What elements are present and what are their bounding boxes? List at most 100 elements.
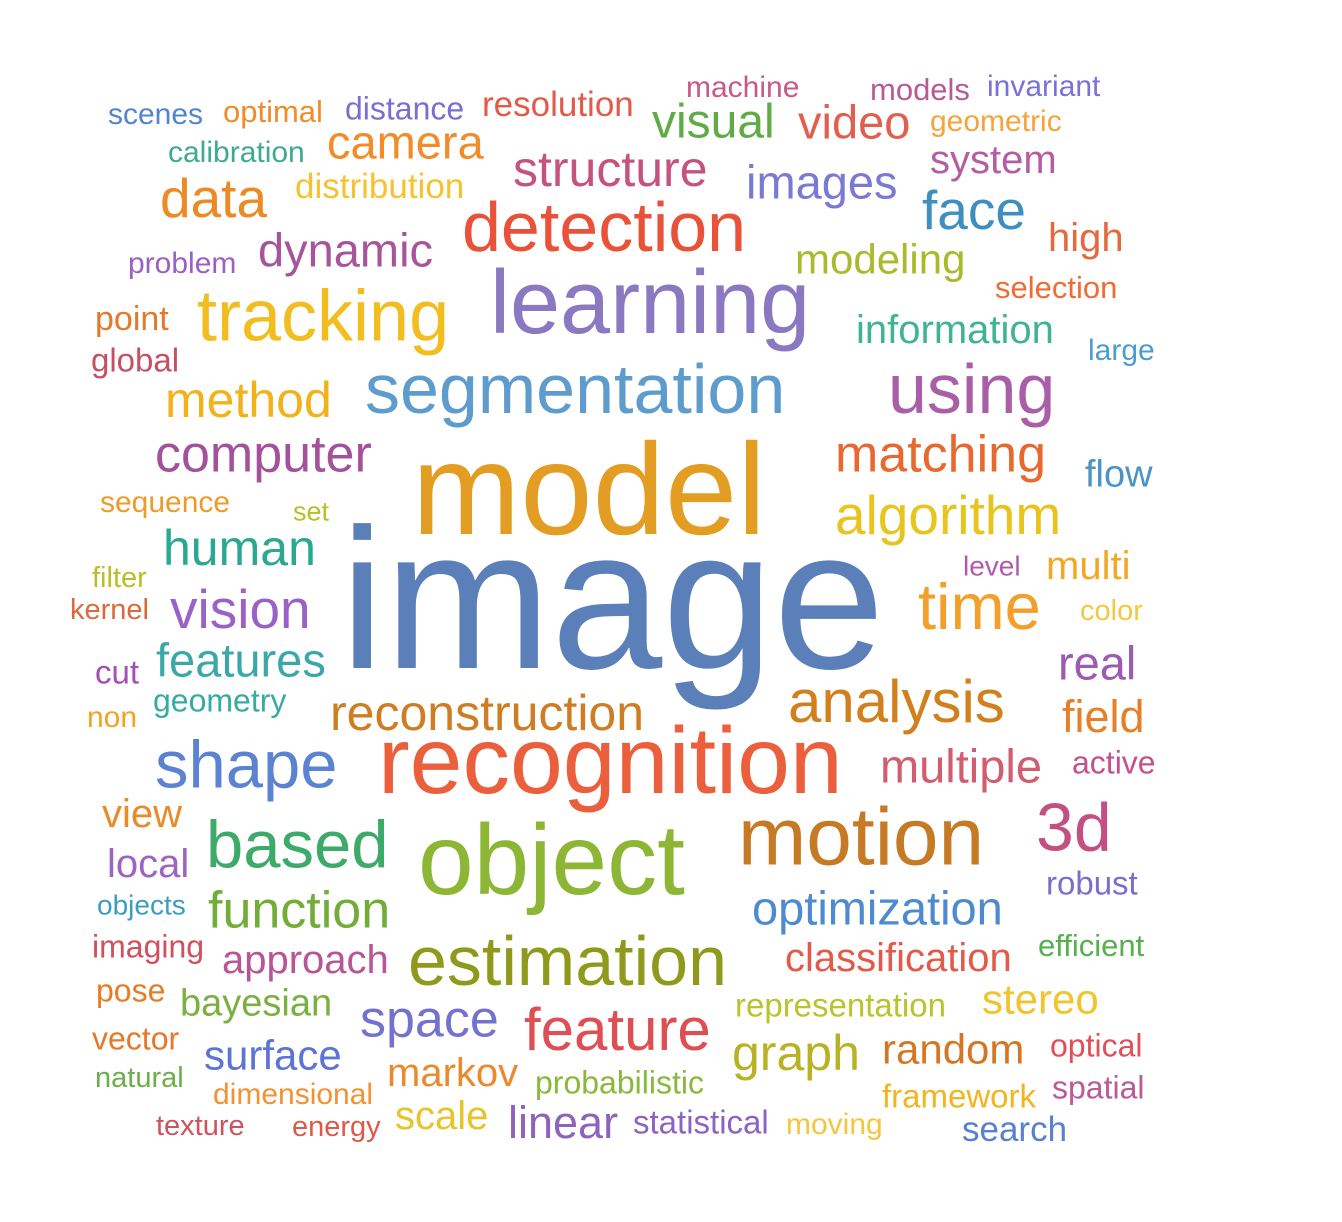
- word-estimation: estimation: [408, 922, 728, 1000]
- word-level: level: [963, 550, 1021, 582]
- word-active: active: [1072, 744, 1156, 781]
- word-pose: pose: [96, 972, 166, 1009]
- word-view: view: [102, 792, 183, 836]
- word-video: video: [798, 95, 911, 149]
- word-camera: camera: [327, 115, 484, 169]
- word-optimal: optimal: [223, 94, 323, 130]
- word-segmentation: segmentation: [365, 350, 786, 428]
- word-natural: natural: [95, 1061, 184, 1094]
- word-motion: motion: [738, 791, 985, 883]
- word-random: random: [882, 1025, 1025, 1073]
- word-detection: detection: [462, 188, 747, 266]
- word-search: search: [962, 1110, 1068, 1149]
- word-recognition: recognition: [378, 708, 843, 814]
- word-space: space: [360, 990, 499, 1049]
- word-object: object: [418, 804, 685, 916]
- word-distribution: distribution: [295, 167, 465, 206]
- word-learning: learning: [490, 253, 811, 353]
- word-color: color: [1080, 594, 1143, 627]
- word-real: real: [1058, 636, 1137, 690]
- word-system: system: [930, 138, 1057, 182]
- word-texture: texture: [156, 1109, 245, 1142]
- word-selection: selection: [995, 270, 1118, 306]
- word-visual: visual: [652, 95, 775, 149]
- word-calibration: calibration: [168, 136, 305, 169]
- word-image: image: [340, 488, 885, 711]
- word-shape: shape: [155, 727, 338, 803]
- word-classification: classification: [785, 936, 1012, 980]
- word-large: large: [1088, 334, 1155, 367]
- word-kernel: kernel: [70, 593, 149, 626]
- word-spatial: spatial: [1052, 1069, 1145, 1106]
- word-algorithm: algorithm: [835, 484, 1062, 546]
- word-vision: vision: [170, 578, 311, 640]
- word-markov: markov: [387, 1051, 519, 1095]
- word-flow: flow: [1085, 453, 1153, 496]
- word-high: high: [1048, 216, 1124, 260]
- word-modeling: modeling: [795, 235, 966, 283]
- word-human: human: [163, 520, 316, 576]
- word-resolution: resolution: [482, 85, 634, 124]
- word-objects: objects: [97, 889, 186, 921]
- word-imaging: imaging: [92, 928, 205, 965]
- word-global: global: [91, 341, 180, 379]
- word-set: set: [293, 496, 330, 527]
- word-invariant: invariant: [987, 70, 1101, 103]
- word-feature: feature: [524, 996, 711, 1063]
- word-robust: robust: [1046, 864, 1138, 902]
- word-analysis: analysis: [788, 668, 1005, 735]
- word-representation: representation: [735, 986, 946, 1024]
- word-based: based: [206, 807, 389, 883]
- word-features: features: [156, 633, 326, 687]
- word-scale: scale: [395, 1094, 489, 1138]
- word-graph: graph: [732, 1025, 860, 1081]
- word-approach: approach: [222, 938, 389, 982]
- word-local: local: [107, 842, 190, 886]
- word-field: field: [1062, 691, 1145, 742]
- word-framework: framework: [882, 1077, 1037, 1115]
- word-using: using: [888, 350, 1056, 428]
- word-stereo: stereo: [982, 975, 1099, 1023]
- word-reconstruction: reconstruction: [330, 685, 645, 741]
- word-dynamic: dynamic: [258, 223, 434, 277]
- word-filter: filter: [92, 561, 147, 594]
- word-surface: surface: [204, 1031, 342, 1079]
- word-tracking: tracking: [197, 276, 450, 357]
- word-model: model: [412, 416, 767, 562]
- word-non: non: [87, 701, 138, 734]
- word-cut: cut: [95, 653, 140, 691]
- word-geometry: geometry: [153, 682, 287, 719]
- word-geometric: geometric: [930, 105, 1062, 138]
- word-information: information: [856, 308, 1054, 352]
- word-linear: linear: [508, 1097, 619, 1148]
- word-statistical: statistical: [633, 1103, 769, 1141]
- word-optimization: optimization: [752, 881, 1003, 935]
- word-structure: structure: [513, 141, 708, 197]
- word-optical: optical: [1050, 1027, 1143, 1064]
- word-multi: multi: [1046, 544, 1131, 588]
- word-distance: distance: [345, 90, 465, 127]
- word-data: data: [160, 167, 268, 229]
- word-vector: vector: [92, 1020, 180, 1057]
- word-probabilistic: probabilistic: [535, 1064, 704, 1101]
- word-models: models: [870, 72, 970, 108]
- word-point: point: [95, 299, 169, 338]
- word-efficient: efficient: [1038, 928, 1145, 964]
- word-function: function: [208, 881, 391, 940]
- word-matching: matching: [835, 425, 1046, 484]
- word-computer: computer: [155, 425, 372, 484]
- word-machine: machine: [686, 71, 800, 104]
- word-sequence: sequence: [100, 486, 231, 519]
- word-multiple: multiple: [880, 739, 1042, 793]
- word-problem: problem: [128, 247, 237, 280]
- word-time: time: [918, 570, 1041, 643]
- word-method: method: [165, 372, 332, 428]
- word-face: face: [922, 179, 1026, 241]
- word-scenes: scenes: [108, 98, 204, 131]
- word-energy: energy: [292, 1110, 381, 1143]
- word-moving: moving: [786, 1108, 883, 1141]
- word-dimensional: dimensional: [213, 1078, 374, 1111]
- word-bayesian: bayesian: [180, 982, 333, 1025]
- word-images: images: [746, 155, 898, 209]
